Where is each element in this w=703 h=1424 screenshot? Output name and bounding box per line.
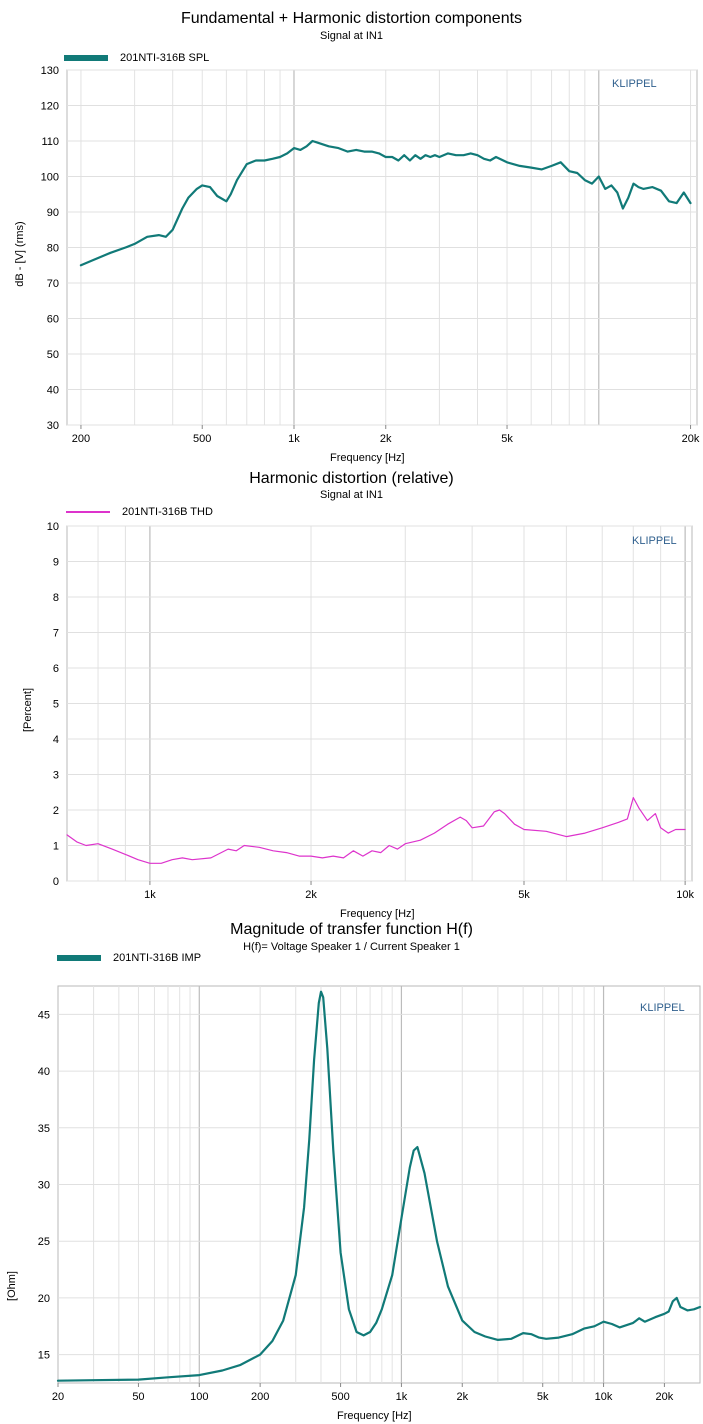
y-tick-label: 100 [41,172,59,184]
y-axis-label: [Percent] [22,687,34,733]
x-tick-label: 20 [52,1391,64,1403]
chart-plot: 30 40 50 60 70 80 90 100 110 120 130 200 500 1k 2k 5k 20… [41,65,700,445]
x-tick-label: 1k [144,889,156,901]
thd-chart-panel: Harmonic distortion (relative) Signal at… [0,468,703,920]
chart-legend: 201NTI-316B SPL [64,52,209,64]
brand-label: KLIPPEL [640,1002,685,1014]
y-tick-label: 90 [47,207,59,219]
chart-title: Harmonic distortion (relative) [249,470,454,487]
y-tick-label: 60 [47,314,59,326]
x-tick-label: 20k [682,433,700,445]
x-tick-label: 200 [251,1391,269,1403]
legend-label: 201NTI-316B IMP [113,952,202,964]
x-tick-label: 50 [132,1391,144,1403]
x-tick-label: 5k [501,433,513,445]
y-tick-label: 9 [53,557,59,569]
series-line [56,990,702,1382]
y-tick-label: 8 [53,592,59,604]
chart-title: Fundamental + Harmonic distortion compon… [180,10,523,27]
y-tick-label: 25 [38,1236,50,1248]
series-line [79,139,692,267]
chart-subtitle: Signal at IN1 [320,30,383,42]
y-tick-label: 7 [53,628,59,640]
chart-legend: 201NTI-316B IMP [57,952,201,964]
legend-swatch [64,55,108,61]
y-tick-label: 120 [41,101,59,113]
x-tick-label: 2k [305,889,317,901]
chart-title: Magnitude of transfer function H(f) [230,921,473,938]
y-tick-label: 20 [38,1293,50,1305]
chart-subtitle: H(f)= Voltage Speaker 1 / Current Speake… [243,941,460,953]
x-tick-label: 10k [676,889,694,901]
y-tick-label: 10 [47,521,59,533]
series-line [66,797,686,864]
chart-plot: 15 20 25 30 35 40 45 20 50 100 200 500 1k 2k 5k 10k 20k [38,985,702,1403]
y-tick-label: 4 [53,734,59,746]
chart-plot: 0 1 2 3 4 5 6 7 8 9 10 1k 2k 5k 10k [47,521,695,901]
chart-subtitle: Signal at IN1 [320,489,383,501]
y-axis-label: dB - [V] (rms) [14,221,26,287]
x-tick-label: 200 [72,433,90,445]
y-axis-label: [Ohm] [6,1271,18,1301]
y-tick-label: 70 [47,278,59,290]
x-tick-label: 2k [456,1391,468,1403]
x-axis-label: Frequency [Hz] [340,908,415,920]
brand-label: KLIPPEL [612,78,657,90]
legend-label: 201NTI-316B SPL [120,52,210,64]
y-tick-label: 50 [47,349,59,361]
legend-swatch [57,955,101,961]
legend-label: 201NTI-316B THD [122,506,213,518]
y-tick-label: 40 [47,385,59,397]
y-tick-label: 45 [38,1009,50,1021]
y-tick-label: 3 [53,770,59,782]
x-tick-label: 500 [331,1391,349,1403]
y-tick-label: 0 [53,876,59,888]
y-tick-label: 130 [41,65,59,77]
x-tick-label: 500 [193,433,211,445]
y-tick-label: 110 [41,136,59,148]
chart-legend: 201NTI-316B THD [66,506,213,518]
x-tick-label: 1k [288,433,300,445]
x-tick-label: 20k [656,1391,674,1403]
y-tick-label: 15 [38,1350,50,1362]
y-tick-label: 5 [53,699,59,711]
y-tick-label: 30 [47,420,59,432]
x-tick-label: 5k [518,889,530,901]
x-axis-label: Frequency [Hz] [330,452,405,464]
legend-swatch [66,511,110,513]
y-tick-label: 40 [38,1066,50,1078]
impedance-chart-panel: Magnitude of transfer function H(f) H(f)… [0,920,703,1424]
y-tick-label: 35 [38,1123,50,1135]
x-axis-label: Frequency [Hz] [337,1410,412,1422]
x-tick-label: 10k [595,1391,613,1403]
y-tick-label: 80 [47,243,59,255]
brand-label: KLIPPEL [632,535,677,547]
x-tick-label: 100 [190,1391,208,1403]
x-tick-label: 2k [380,433,392,445]
y-tick-label: 6 [53,663,59,675]
x-tick-label: 1k [396,1391,408,1403]
y-tick-label: 1 [53,841,59,853]
x-tick-label: 5k [537,1391,549,1403]
y-tick-label: 2 [53,805,59,817]
y-tick-label: 30 [38,1180,50,1192]
spl-chart-panel: Fundamental + Harmonic distortion compon… [0,0,703,468]
